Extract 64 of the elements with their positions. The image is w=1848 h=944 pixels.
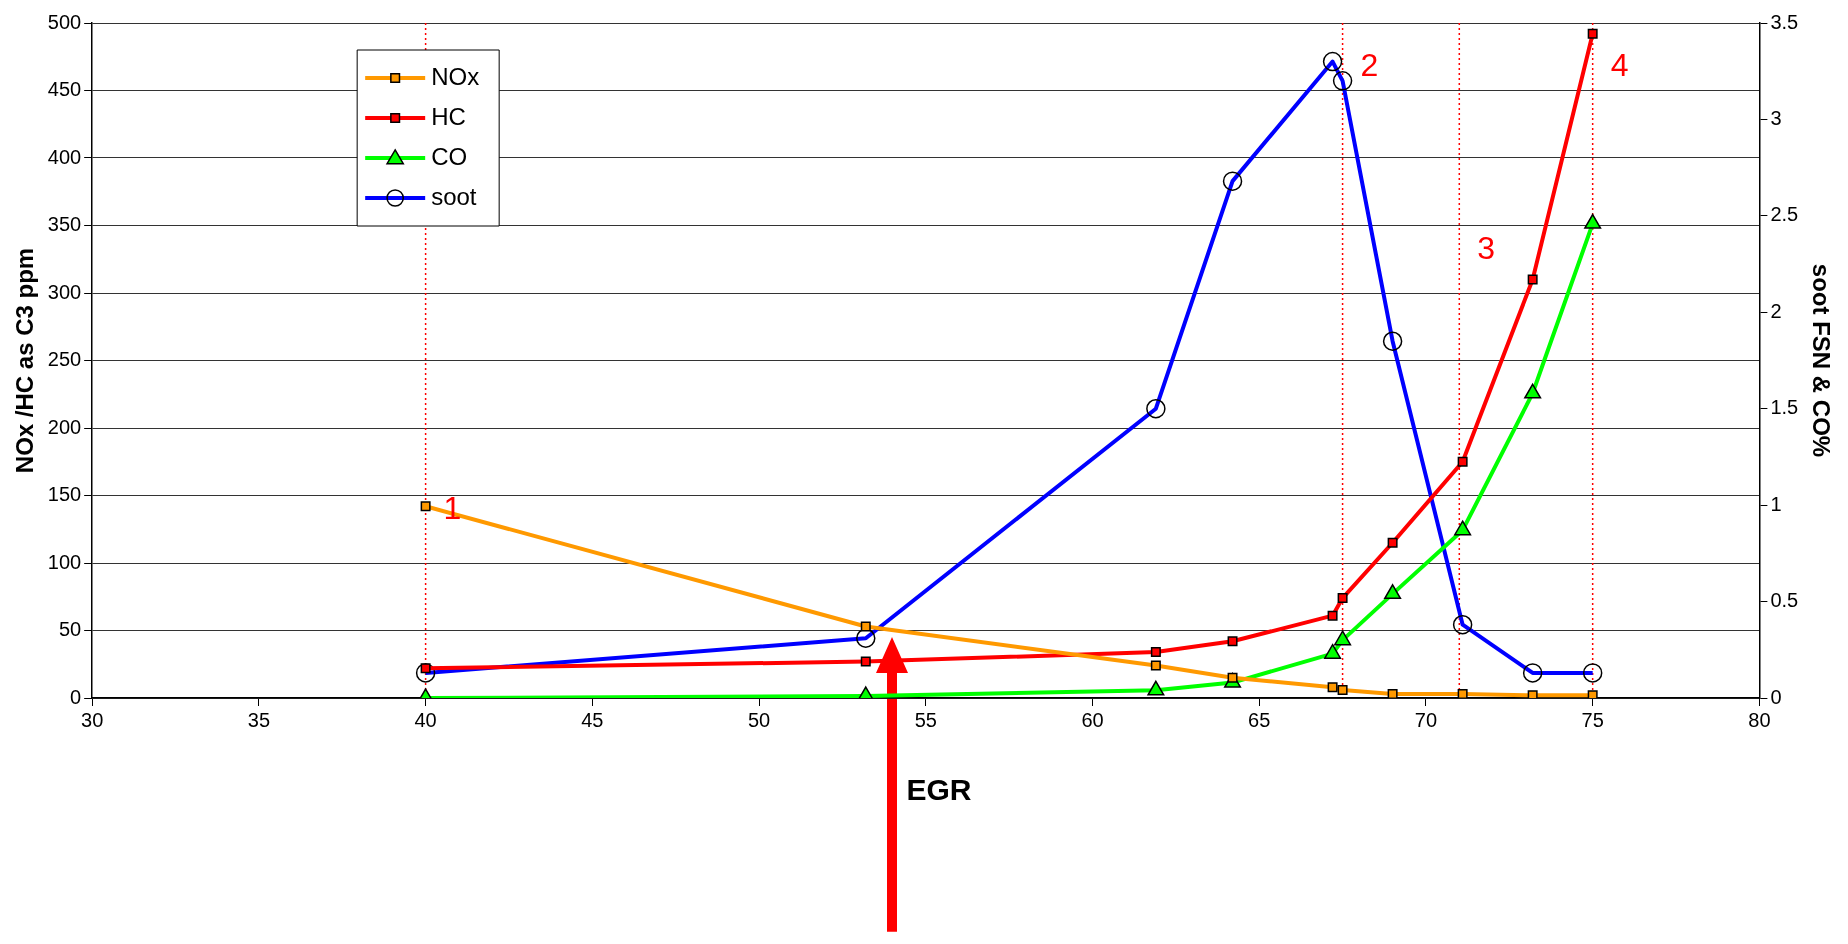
point [1387,537,1398,548]
text: EGR [906,773,972,807]
x-tick-label: 40 [414,708,437,731]
point [1337,593,1348,604]
legend-label: NOx [431,62,480,90]
point [1150,660,1161,671]
x-tick-label: 80 [1748,708,1771,731]
y-tick-label: 400 [47,145,82,168]
y-tick-label: 450 [47,78,82,101]
point [1387,688,1398,698]
y2-tick-label: 0.5 [1770,589,1799,612]
y-tick-label: 200 [47,415,82,438]
y-tick-label: 150 [47,483,82,506]
y2-tick-label: 0 [1770,685,1782,708]
point [1150,647,1161,658]
point [1457,688,1468,698]
point [1587,28,1598,39]
y2-tick-label: 1.5 [1770,396,1799,419]
point [1327,682,1338,693]
y-tick-label: 350 [47,213,82,236]
y-tick-label: 500 [47,10,82,33]
y-axis-title: NOx /HC as C3 ppm [11,247,39,474]
y-tick-label: 0 [70,685,82,708]
y2-tick-label: 2 [1770,299,1782,322]
point [860,621,871,632]
point [1337,684,1348,695]
point [1454,520,1472,536]
y-tick-label: 100 [47,550,82,573]
point [420,501,431,512]
point [1327,610,1338,621]
point [1334,630,1352,646]
x-tick-label: 50 [747,708,771,731]
x-tick-label: 60 [1081,708,1104,731]
y2-tick-label: 2.5 [1770,203,1799,226]
y2-tick-label: 3 [1770,106,1782,129]
annotation: 2 [1360,47,1379,84]
point [1457,456,1468,467]
legend-label: CO [431,142,468,170]
point [1527,274,1538,285]
x-tick-label: 45 [581,708,604,731]
x-tick-label: 55 [914,708,937,731]
legend-label: HC [431,102,466,130]
x-tick-label: 75 [1581,708,1604,731]
x-tick-label: 70 [1414,708,1438,731]
point [1227,636,1238,647]
point [1324,643,1342,659]
y-tick-label: 50 [58,618,82,641]
point [860,656,871,667]
x-tick-label: 35 [247,708,271,731]
legend-label: soot [431,182,477,210]
y2-tick-label: 3.5 [1770,10,1799,33]
y2-tick-label: 1 [1770,492,1782,515]
point [1587,690,1598,698]
y-tick-label: 300 [47,280,82,303]
x-tick-label: 65 [1248,708,1271,731]
point [1384,584,1402,600]
annotation: 4 [1610,47,1629,84]
y-tick-label: 250 [47,348,82,371]
point [1524,383,1542,399]
x-tick-label: 30 [81,708,104,731]
point [1147,680,1165,696]
y2-axis-title: soot FSN & CO% [1807,263,1835,458]
annotation: 3 [1477,229,1496,266]
point [1527,690,1538,698]
